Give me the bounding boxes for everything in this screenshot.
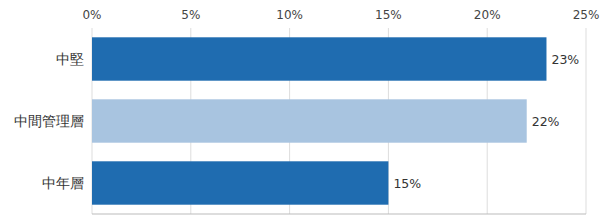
bars bbox=[92, 37, 546, 204]
y-axis: 中堅中間管理層中年層 bbox=[14, 51, 84, 191]
tick-label: 20% bbox=[474, 8, 501, 22]
data-label: 22% bbox=[532, 114, 560, 129]
category-label: 中堅 bbox=[56, 51, 84, 67]
tick-label: 0% bbox=[82, 8, 101, 22]
bar bbox=[92, 37, 546, 80]
data-label: 15% bbox=[393, 176, 421, 191]
grid-line bbox=[586, 28, 587, 214]
x-axis: 0% 5% 10% 15% 20% 25% bbox=[82, 8, 599, 22]
axis-line bbox=[92, 214, 586, 215]
page: {"chart_data": {"type": "bar", "orientat… bbox=[0, 0, 608, 224]
chart-container: 0% 5% 10% 15% 20% 25% 23% 22% 15% 中堅中間管理層中年層 bbox=[0, 0, 608, 224]
tick-label: 15% bbox=[375, 8, 402, 22]
tick-label: 25% bbox=[573, 8, 600, 22]
category-label: 中年層 bbox=[42, 175, 84, 191]
grid bbox=[92, 28, 586, 214]
bar bbox=[92, 161, 388, 204]
chart-svg: 0% 5% 10% 15% 20% 25% 23% 22% 15% 中堅中間管理層中年層 bbox=[0, 0, 608, 224]
category-label: 中間管理層 bbox=[14, 113, 84, 129]
tick-label: 10% bbox=[276, 8, 303, 22]
data-labels: 23% 22% 15% bbox=[393, 52, 579, 191]
data-label: 23% bbox=[551, 52, 579, 67]
bar bbox=[92, 99, 527, 142]
tick-label: 5% bbox=[181, 8, 200, 22]
